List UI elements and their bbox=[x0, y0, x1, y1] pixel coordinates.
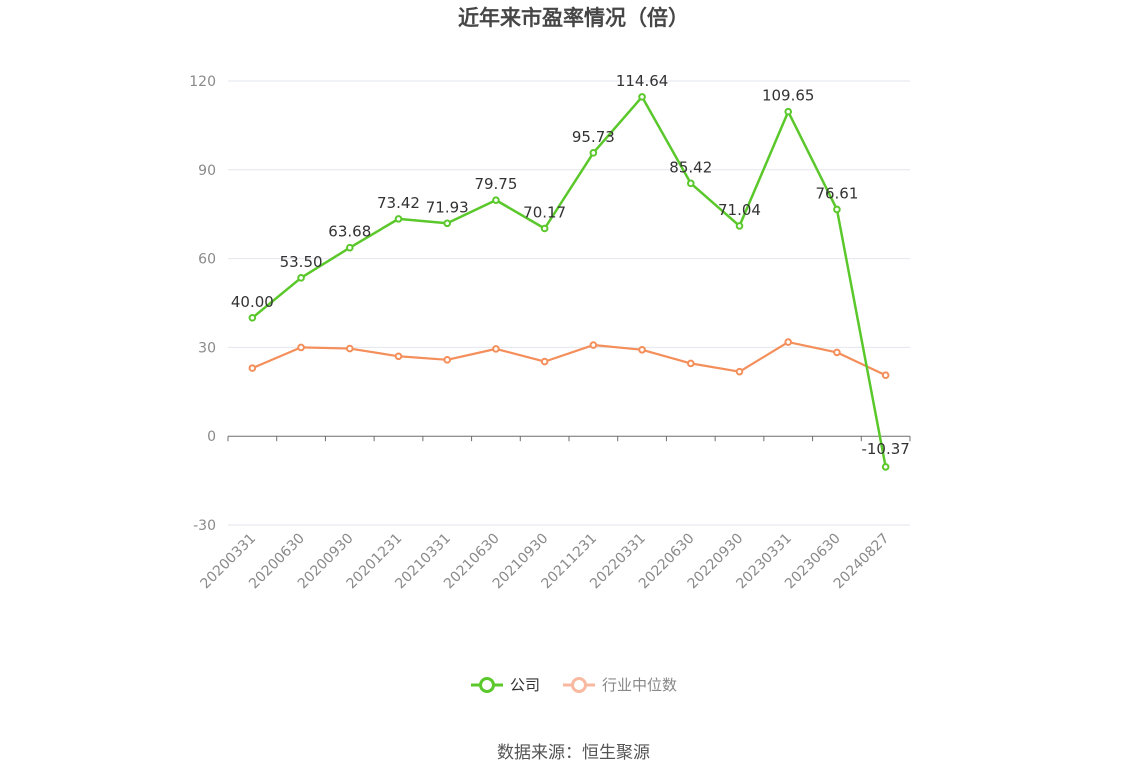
data-labels: 40.00 53.50 63.68 73.42 71.93 79.75 70.17 95.73… bbox=[231, 72, 910, 458]
y-tick-label: 30 bbox=[198, 340, 216, 356]
data-label: 70.17 bbox=[523, 203, 566, 221]
legend: 公司 行业中位数 bbox=[0, 674, 1147, 695]
data-point-company[interactable] bbox=[735, 222, 744, 230]
data-point-industry[interactable] bbox=[735, 367, 744, 376]
y-tick-label: -30 bbox=[193, 518, 216, 534]
data-point-industry[interactable] bbox=[589, 341, 598, 349]
y-tick-label: 90 bbox=[198, 163, 216, 179]
data-point-industry[interactable] bbox=[784, 338, 793, 346]
data-point-industry[interactable] bbox=[394, 352, 403, 361]
data-point-company[interactable] bbox=[443, 219, 452, 228]
series-layer bbox=[248, 93, 890, 471]
x-axis: 2020033120200630202009302020123120210331… bbox=[197, 435, 911, 592]
data-point-industry[interactable] bbox=[297, 343, 305, 352]
data-label: -10.37 bbox=[861, 440, 909, 458]
data-point-industry[interactable] bbox=[443, 356, 452, 364]
data-point-company[interactable] bbox=[638, 93, 646, 101]
y-tick-label: 0 bbox=[207, 429, 216, 445]
legend-industry-icon bbox=[563, 676, 595, 693]
data-point-company[interactable] bbox=[297, 274, 305, 282]
data-point-industry[interactable] bbox=[638, 345, 646, 354]
legend-label-company: 公司 bbox=[509, 676, 540, 694]
data-label: 73.42 bbox=[377, 194, 420, 212]
series-line-company bbox=[251, 95, 887, 468]
data-point-company[interactable] bbox=[686, 179, 695, 188]
data-label: 85.42 bbox=[669, 158, 712, 176]
data-point-company[interactable] bbox=[881, 463, 890, 471]
data-point-company[interactable] bbox=[589, 149, 598, 157]
data-point-industry[interactable] bbox=[248, 364, 257, 372]
data-label: 76.61 bbox=[815, 184, 858, 202]
data-point-company[interactable] bbox=[833, 205, 841, 214]
data-label: 63.68 bbox=[328, 223, 371, 241]
data-source: 数据来源：恒生聚源 bbox=[497, 743, 650, 763]
data-point-industry[interactable] bbox=[492, 345, 500, 353]
y-tick-label: 60 bbox=[198, 252, 216, 268]
y-axis: 120 90 60 30 0 -30 bbox=[189, 74, 216, 534]
data-point-company[interactable] bbox=[394, 215, 403, 223]
data-point-company[interactable] bbox=[345, 243, 354, 252]
legend-label-industry: 行业中位数 bbox=[602, 676, 678, 694]
data-point-industry[interactable] bbox=[881, 371, 890, 380]
data-label: 109.65 bbox=[762, 87, 815, 105]
legend-item-company[interactable]: 公司 bbox=[470, 674, 540, 695]
data-point-company[interactable] bbox=[540, 224, 549, 233]
data-point-industry[interactable] bbox=[833, 348, 841, 357]
data-label: 40.00 bbox=[231, 293, 274, 311]
data-point-company[interactable] bbox=[492, 196, 500, 204]
data-point-industry[interactable] bbox=[686, 359, 695, 368]
data-label: 95.73 bbox=[572, 128, 615, 146]
data-label: 114.64 bbox=[616, 72, 669, 90]
data-label: 79.75 bbox=[474, 175, 517, 193]
data-label: 53.50 bbox=[280, 253, 323, 271]
y-tick-label: 120 bbox=[189, 74, 216, 90]
series-line-industry bbox=[251, 340, 887, 377]
data-label: 71.04 bbox=[718, 201, 761, 219]
data-point-industry[interactable] bbox=[540, 357, 549, 366]
data-point-company[interactable] bbox=[784, 107, 793, 116]
data-label: 71.93 bbox=[426, 198, 469, 216]
chart-title: 近年来市盈率情况（倍） bbox=[458, 6, 689, 30]
legend-company-icon bbox=[470, 676, 503, 693]
data-point-company[interactable] bbox=[248, 314, 257, 322]
grid-lines bbox=[228, 80, 910, 526]
legend-item-industry[interactable]: 行业中位数 bbox=[562, 674, 677, 695]
data-point-industry[interactable] bbox=[345, 344, 354, 353]
